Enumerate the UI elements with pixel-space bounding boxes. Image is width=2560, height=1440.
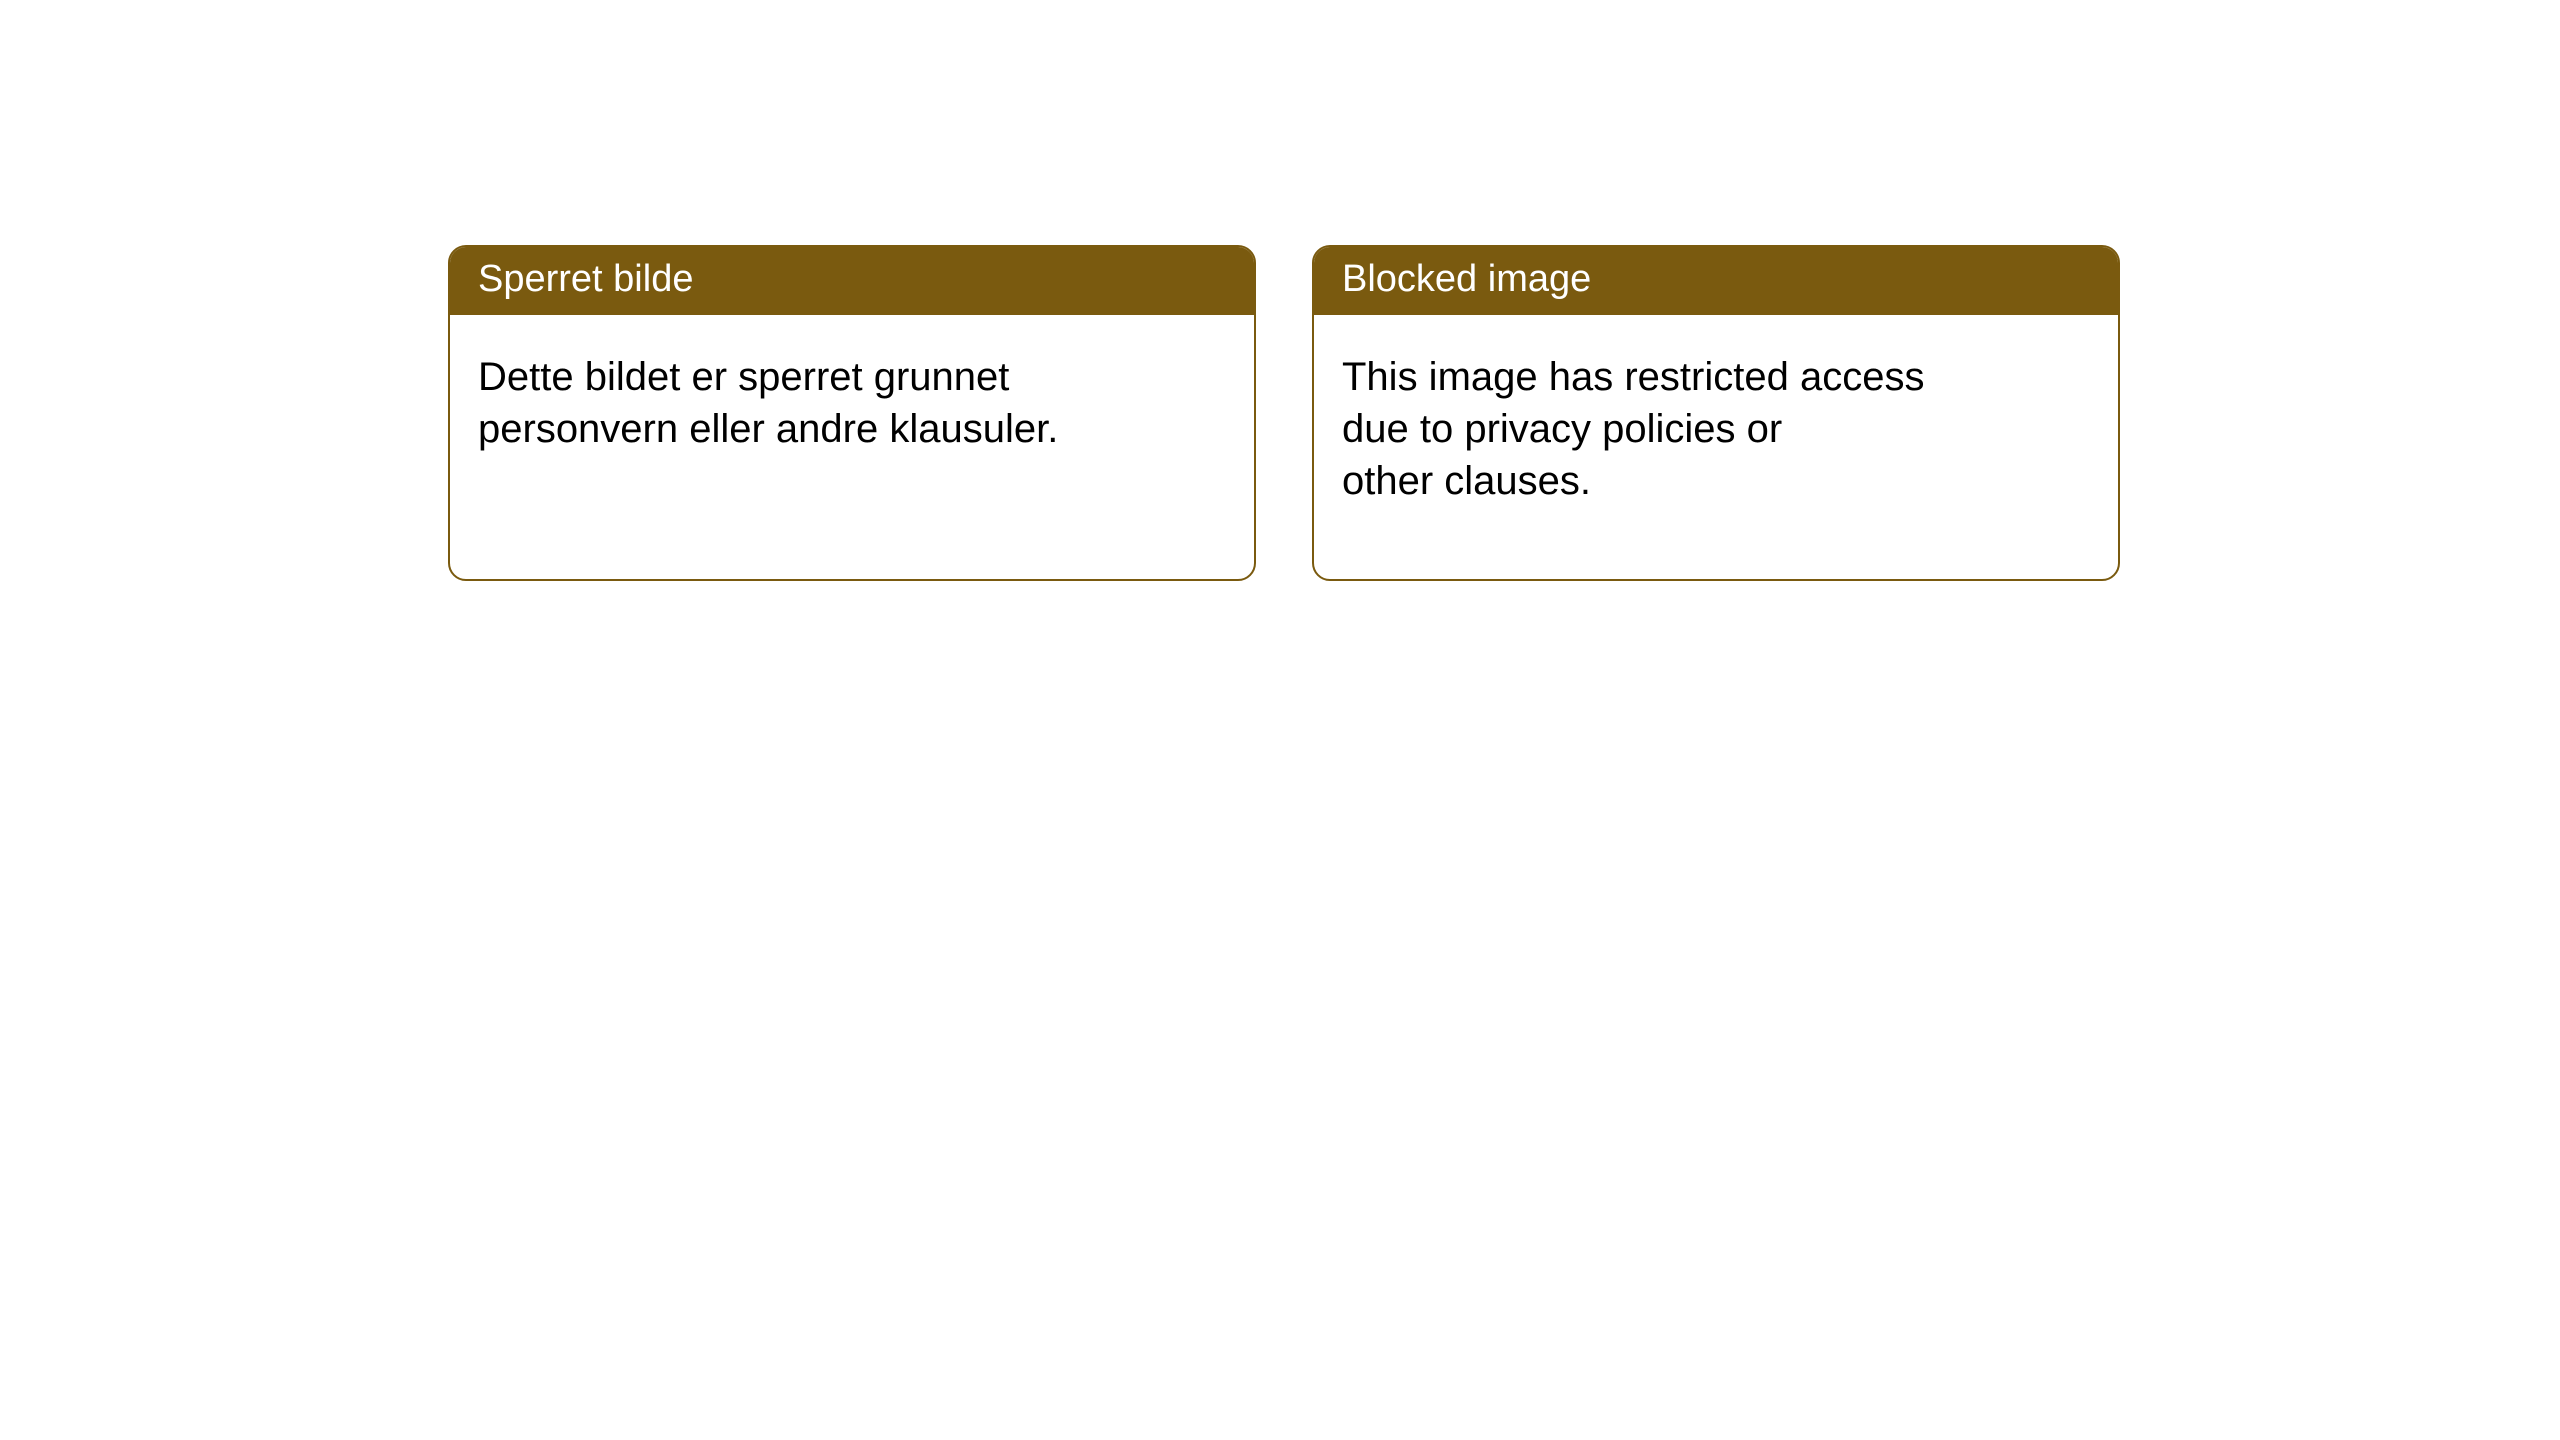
notice-body-text: This image has restricted access due to … <box>1342 351 2090 507</box>
notice-card-english: Blocked image This image has restricted … <box>1312 245 2120 581</box>
notice-header: Sperret bilde <box>450 247 1254 315</box>
notice-body: Dette bildet er sperret grunnet personve… <box>450 315 1254 483</box>
notice-body: This image has restricted access due to … <box>1314 315 2118 535</box>
notice-header-text: Sperret bilde <box>478 258 693 300</box>
notice-container: Sperret bilde Dette bildet er sperret gr… <box>0 0 2560 581</box>
notice-header-text: Blocked image <box>1342 258 1591 300</box>
notice-card-norwegian: Sperret bilde Dette bildet er sperret gr… <box>448 245 1256 581</box>
notice-body-text: Dette bildet er sperret grunnet personve… <box>478 351 1226 455</box>
notice-header: Blocked image <box>1314 247 2118 315</box>
